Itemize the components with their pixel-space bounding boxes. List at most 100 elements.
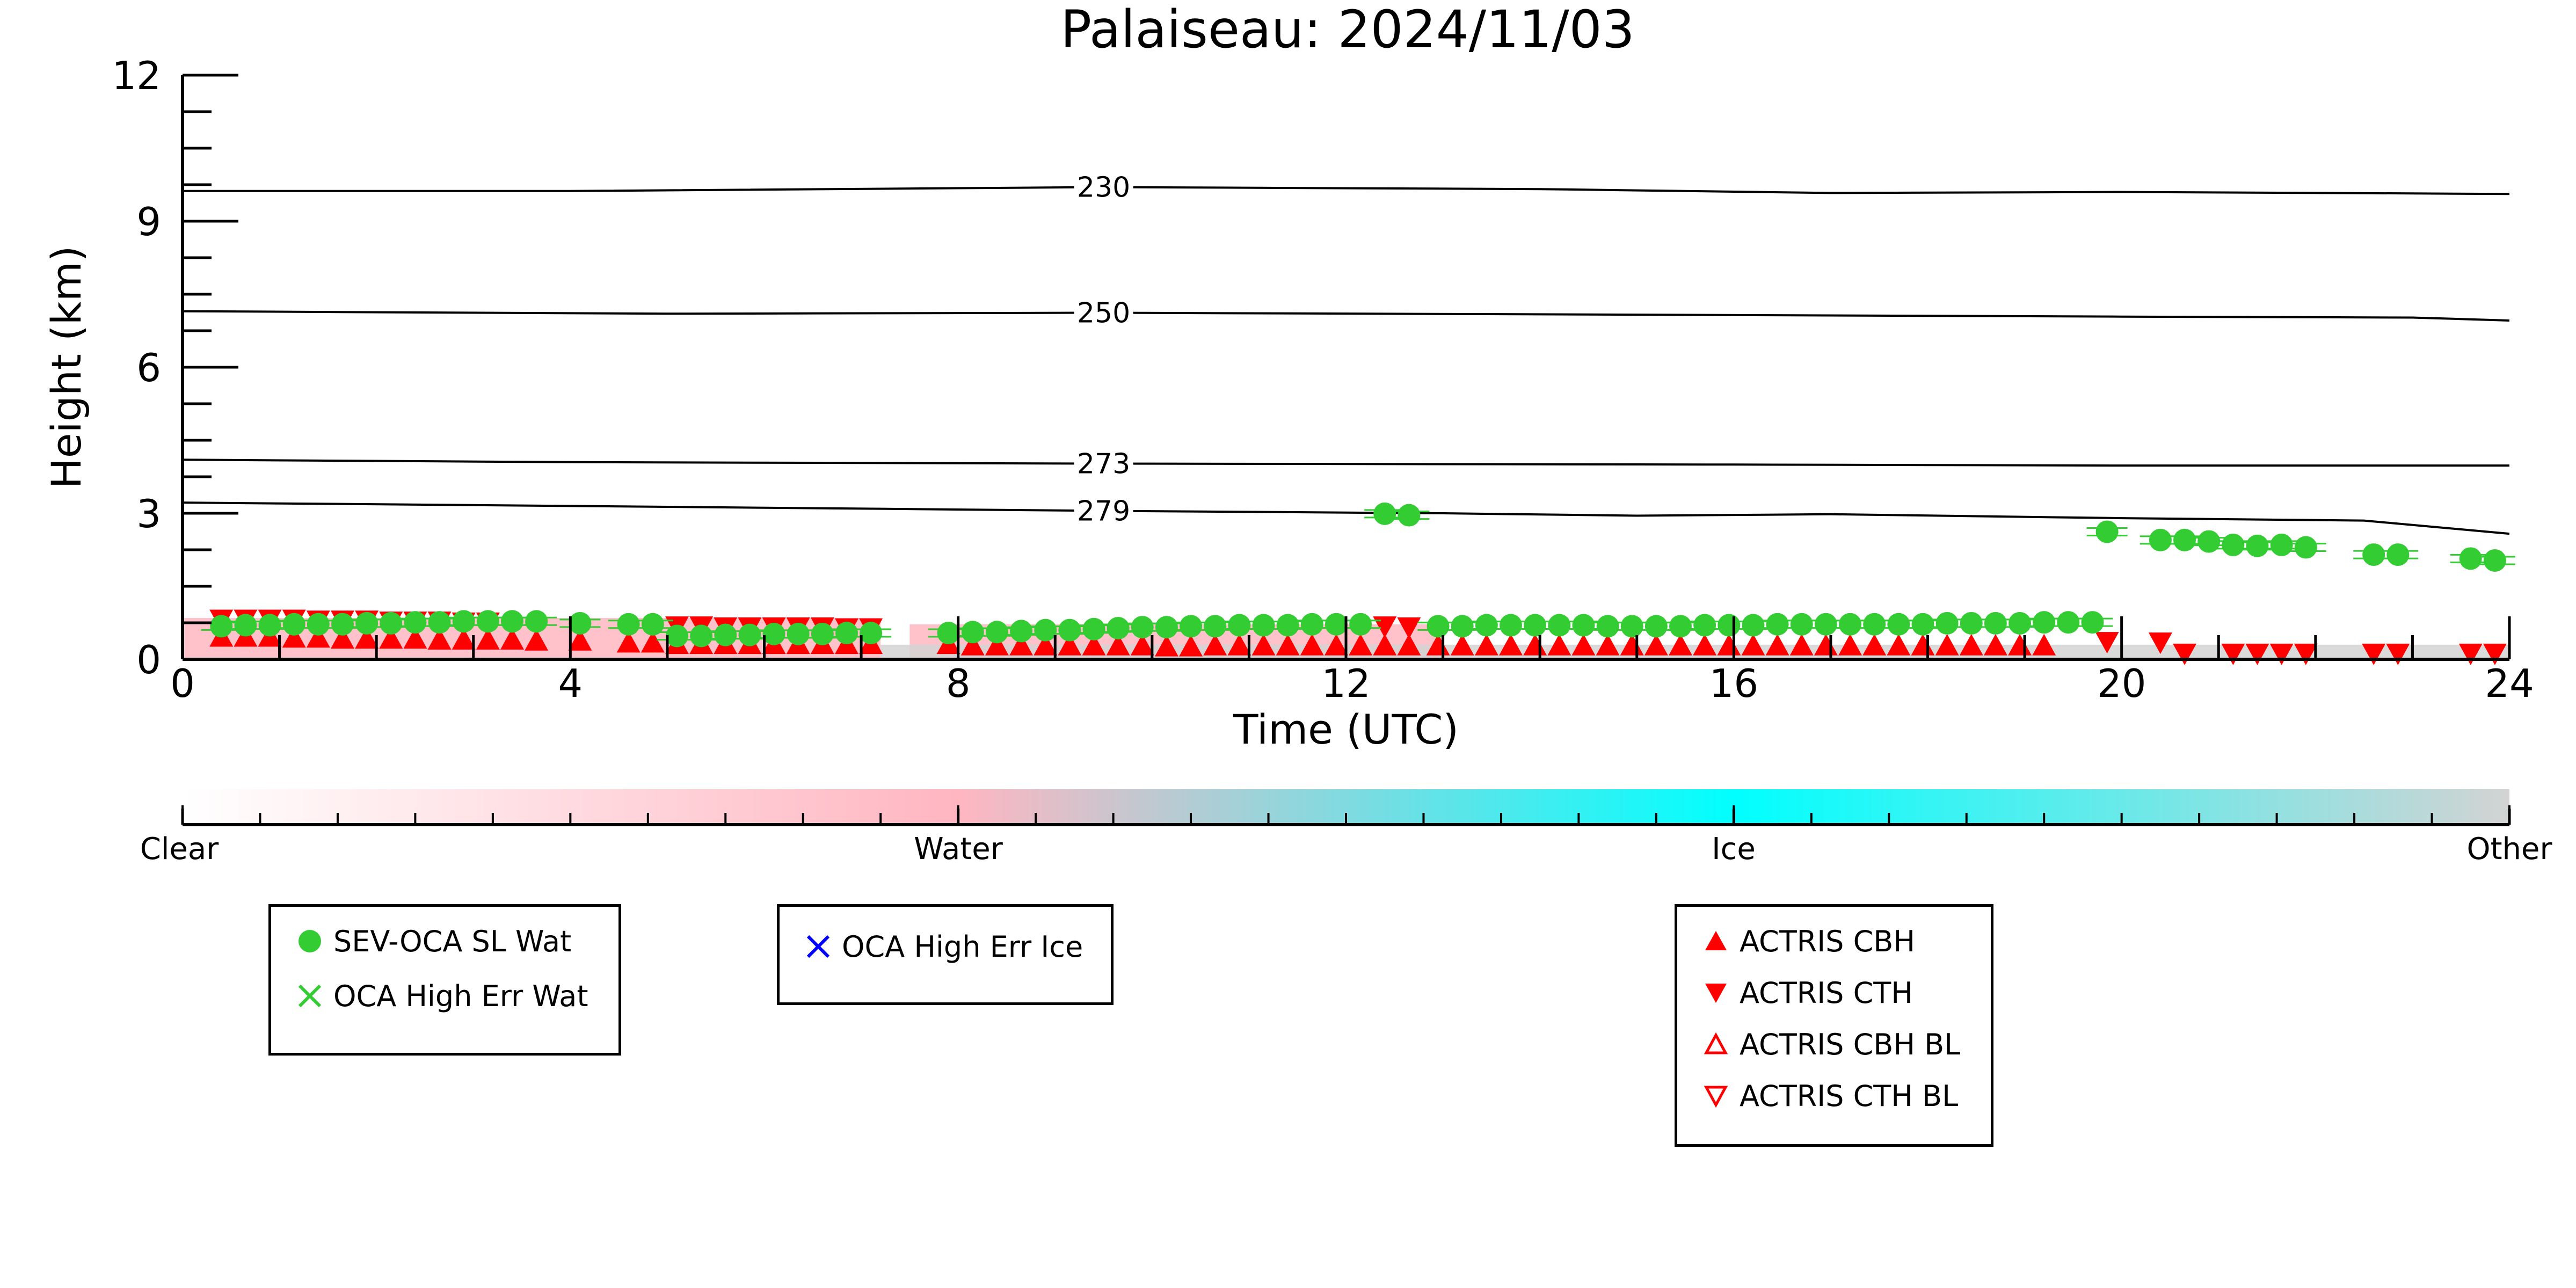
sev-oca-sl-wat-point — [1058, 618, 1081, 642]
actris-cbh-point — [1227, 634, 1251, 656]
sev-oca-sl-wat-point — [1863, 613, 1886, 636]
sev-oca-sl-wat-point — [1620, 615, 1643, 638]
y-axis-label: Height (km) — [42, 246, 90, 489]
contour-label-bg-273 — [1074, 447, 1133, 480]
actris-cbh-point — [1498, 634, 1523, 656]
actris-cbh-point — [1983, 634, 2007, 656]
actris-cbh-point — [476, 628, 500, 650]
actris-cbh-point — [500, 628, 524, 650]
sev-oca-sl-wat-point — [331, 613, 354, 636]
actris-cbh-point — [1058, 634, 1082, 656]
sev-oca-sl-wat-point — [1398, 504, 1421, 527]
red-triangle-up-outline-icon — [1700, 1028, 1732, 1060]
actris-cth-point — [2269, 643, 2294, 665]
sev-oca-sl-wat-point — [569, 612, 592, 635]
contour-label-bg-250 — [1074, 296, 1133, 329]
actris-cbh-point — [427, 628, 452, 650]
sev-oca-sl-wat-point — [307, 613, 330, 636]
sev-oca-sl-wat-point — [1572, 614, 1595, 637]
sev-oca-sl-wat-point — [2081, 611, 2104, 634]
y-tick-label-0: 0 — [136, 637, 161, 682]
legend-actris: ACTRIS CBH ACTRIS CTH ACTRIS CBH BL ACTR… — [1675, 904, 1993, 1147]
sev-oca-sl-wat-point — [258, 614, 281, 637]
legend-item-oca-high-err-wat: OCA High Err Wat — [294, 979, 588, 1013]
sev-oca-sl-wat-point — [738, 623, 761, 646]
actris-cth-point — [2362, 643, 2386, 665]
sev-oca-sl-wat-point — [1935, 612, 1959, 635]
contour-line-279 — [182, 501, 2510, 535]
sev-oca-sl-wat-point — [1524, 614, 1547, 637]
actris-cth-point — [2245, 643, 2269, 665]
actris-cth-point — [2458, 643, 2483, 665]
sev-oca-sl-wat-point — [714, 623, 737, 646]
temperature-contours: 230 250 273 279 — [182, 171, 2510, 535]
actris-cbh-point — [1034, 634, 1058, 656]
sev-oca-sl-wat-point — [210, 615, 233, 638]
sev-oca-sl-wat-point — [617, 613, 640, 636]
sev-oca-sl-wat-point — [1427, 615, 1450, 638]
y-tick-label-12: 12 — [112, 53, 161, 98]
actris-cbh-point — [616, 631, 641, 653]
actris-cbh-point — [330, 627, 354, 649]
legend-oca-ice: OCA High Err Ice — [777, 904, 1114, 1005]
sev-oca-sl-wat-point — [1960, 612, 1983, 635]
legend-item-sev-oca-sl-wat: SEV-OCA SL Wat — [294, 925, 571, 958]
actris-cth-point — [2221, 643, 2245, 665]
sev-oca-sl-wat-point — [2270, 533, 2293, 556]
actris-cbh-point — [1373, 634, 1397, 656]
actris-cbh-point — [1082, 634, 1106, 656]
sev-oca-sl-wat-point — [428, 611, 451, 634]
sev-oca-sl-wat-point — [525, 610, 548, 633]
actris-cth-point — [2173, 643, 2197, 665]
sev-oca-sl-wat-point — [690, 624, 713, 647]
sev-oca-sl-wat-point — [1204, 615, 1227, 638]
colorbar-label-ice: Ice — [1712, 832, 1756, 867]
sev-oca-sl-wat-point — [1107, 616, 1130, 639]
colorbar: Clear Water Ice Other — [140, 789, 2552, 867]
sev-oca-sl-wat-point — [2057, 611, 2080, 634]
sev-oca-sl-wat-point — [2246, 534, 2269, 557]
actris-cbh-point — [452, 628, 476, 650]
x-tick-label-4: 4 — [558, 661, 583, 706]
sev-oca-sl-wat-point — [937, 622, 960, 645]
sev-oca-sl-wat-point — [1596, 615, 1619, 638]
sev-oca-sl-wat-point — [2362, 543, 2385, 566]
x-tick-label-16: 16 — [1709, 661, 1759, 706]
sev-oca-sl-wat-point — [762, 622, 785, 645]
sev-oca-sl-wat-point — [2173, 528, 2196, 551]
legend-item-actris-cth: ACTRIS CTH — [1700, 976, 1913, 1010]
actris-cbh-point — [1154, 635, 1178, 657]
sev-oca-sl-wat-point — [476, 610, 499, 633]
x-axis-ticks: 0 4 8 12 16 20 24 — [170, 616, 2534, 706]
legend-item-actris-cbh: ACTRIS CBH — [1700, 925, 1915, 958]
actris-cbh-point — [1935, 634, 1959, 656]
red-triangle-down-icon — [1700, 977, 1732, 1009]
sev-oca-sl-wat-point — [452, 610, 475, 633]
contour-label-279: 279 — [1077, 495, 1130, 527]
sev-oca-sl-wat-point — [1742, 614, 1765, 637]
sev-oca-sl-wat-point — [1766, 613, 1789, 636]
red-triangle-up-icon — [1700, 925, 1732, 957]
actris-cbh-point — [1862, 634, 1887, 656]
sev-oca-sl-wat-point — [404, 611, 427, 634]
sev-oca-sl-wat-point — [1010, 620, 1033, 643]
actris-cbh-point — [525, 629, 549, 651]
actris-cbh-point — [1838, 634, 1862, 656]
sev-oca-sl-wat-point — [811, 622, 834, 645]
actris-cbh-point — [1741, 634, 1765, 656]
actris-cbh-point — [1179, 635, 1203, 657]
actris-cbh-point — [1644, 634, 1668, 656]
legend-item-actris-cth-bl: ACTRIS CTH BL — [1700, 1079, 1958, 1113]
sev-oca-sl-wat-point — [2033, 611, 2056, 634]
contour-label-230: 230 — [1077, 172, 1130, 204]
sev-oca-sl-wat-point — [1475, 614, 1498, 637]
sev-oca-sl-wat-point — [835, 622, 858, 645]
chart-title: Palaiseau: 2024/11/03 — [1060, 0, 1635, 60]
sev-oca-sl-wat-point — [1349, 613, 1372, 636]
actris-cbh-point — [282, 626, 306, 648]
sev-oca-sl-wat-point — [1451, 615, 1474, 638]
contour-label-bg-279 — [1074, 494, 1133, 527]
actris-cbh-point — [1203, 634, 1227, 656]
sev-oca-sl-wat-point — [1790, 613, 1813, 636]
y-tick-label-9: 9 — [136, 199, 161, 244]
